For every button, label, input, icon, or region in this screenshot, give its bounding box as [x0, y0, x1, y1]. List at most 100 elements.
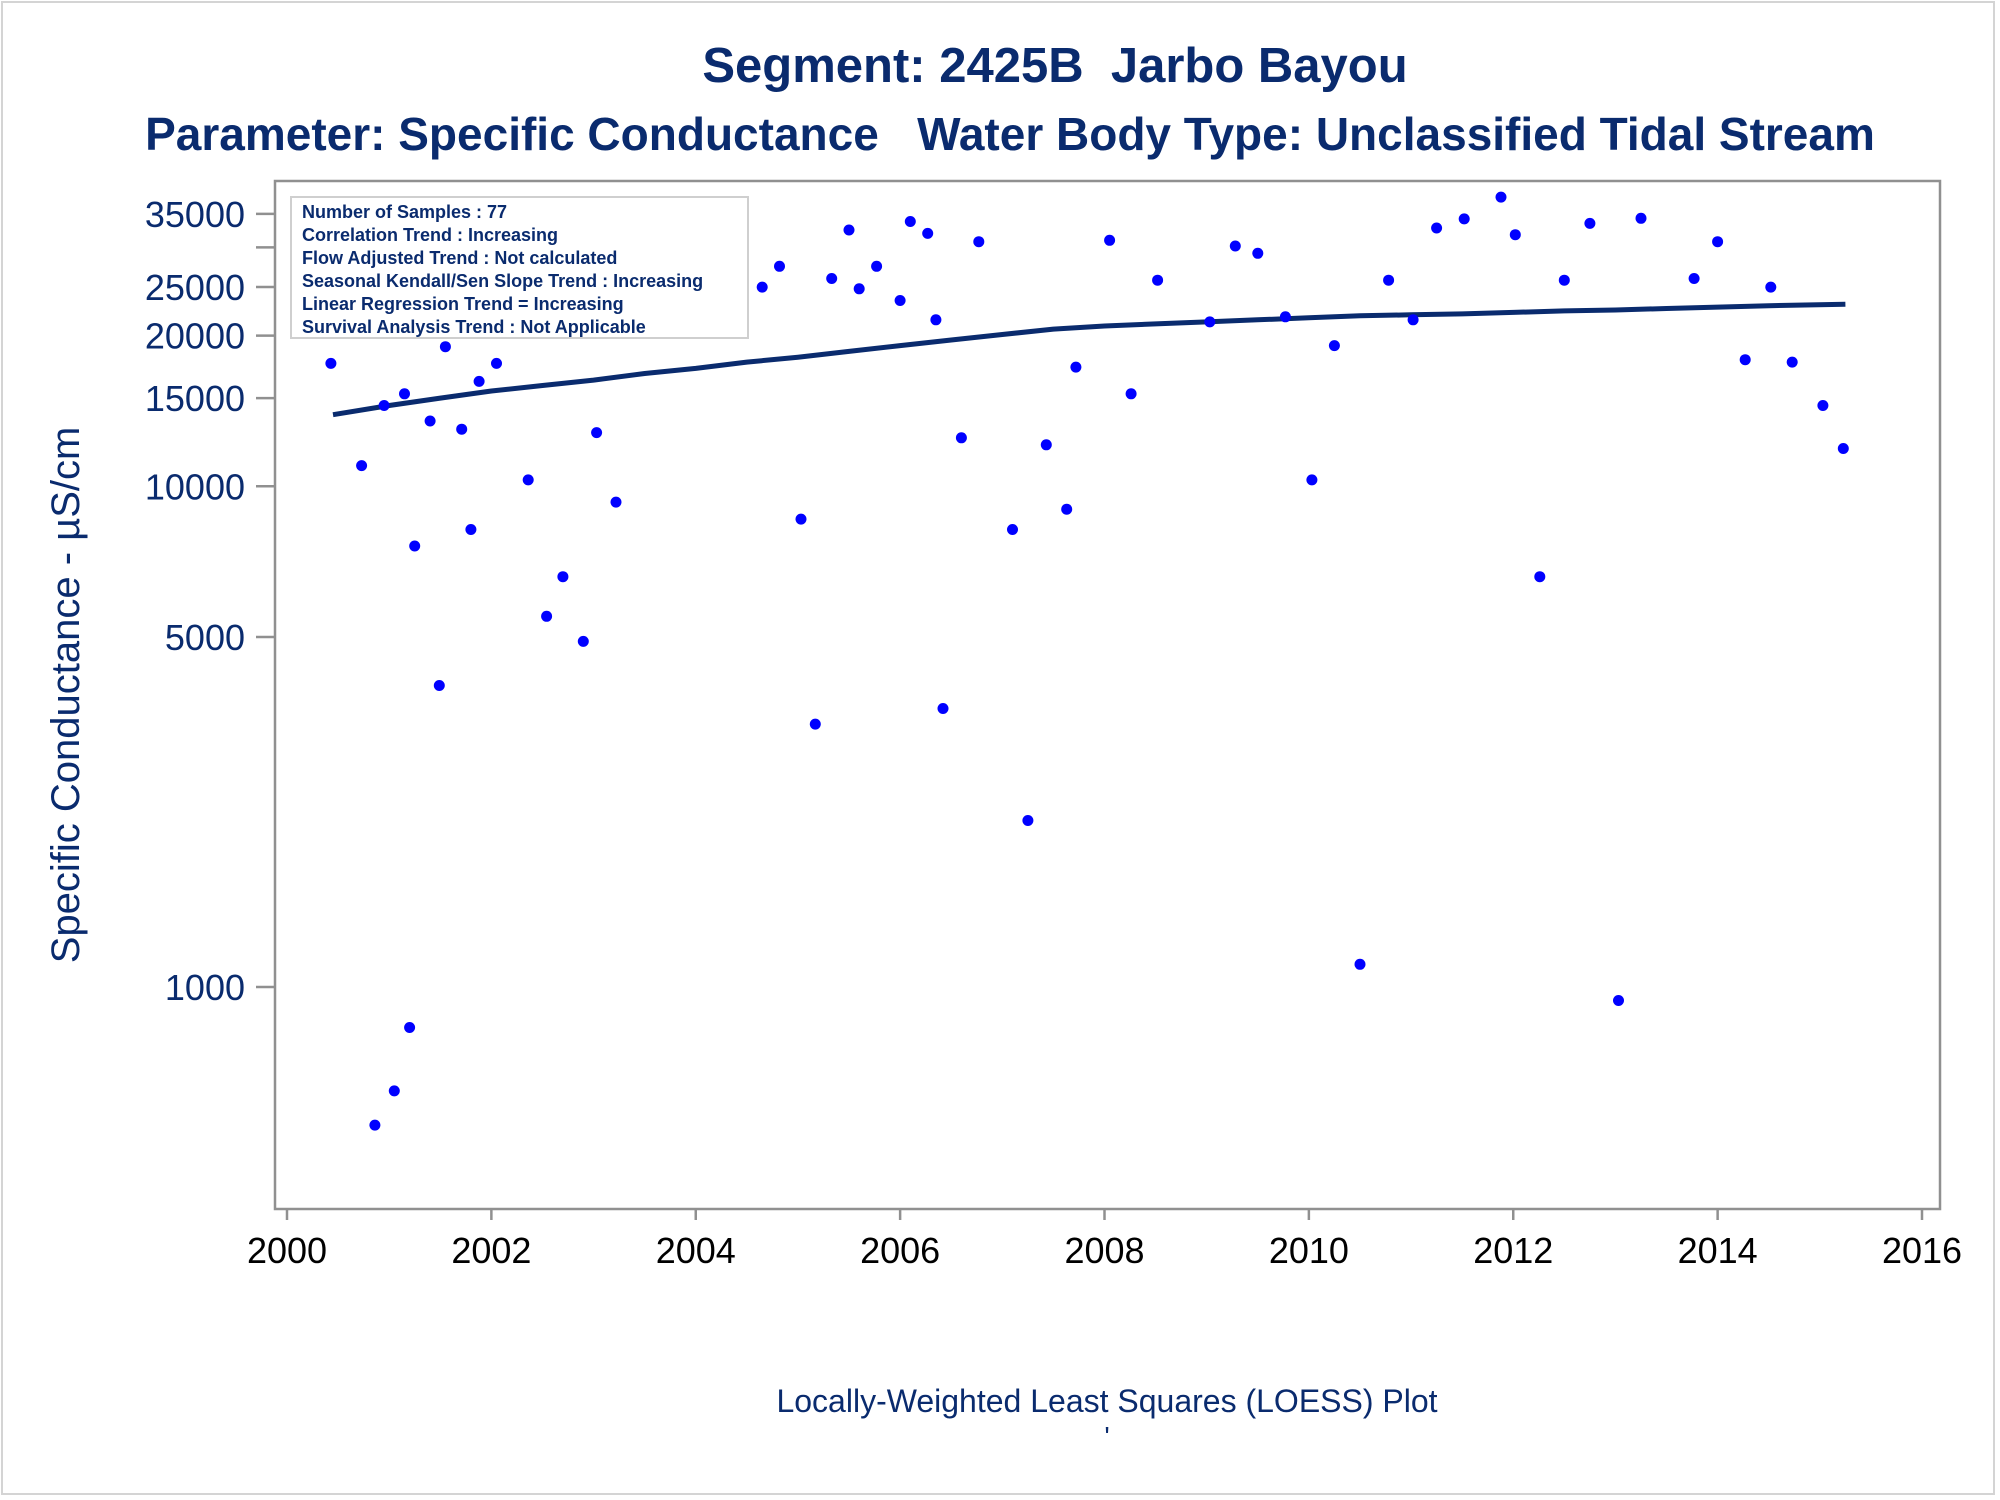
data-point — [904, 216, 916, 227]
data-point — [1584, 217, 1596, 229]
data-point — [491, 357, 502, 369]
data-point — [1407, 314, 1419, 326]
data-point — [922, 227, 934, 239]
data-point — [557, 571, 569, 583]
x-tick-label: 2016 — [1882, 1230, 1962, 1271]
data-point — [853, 283, 865, 295]
data-point — [1104, 234, 1116, 246]
loess-line — [332, 301, 1846, 418]
points-layer — [325, 191, 1849, 1131]
data-point — [577, 635, 589, 647]
data-point — [1070, 361, 1082, 373]
data-point — [465, 524, 477, 535]
legend-line: Correlation Trend : Increasing — [302, 225, 558, 245]
y-tick-label: 25000 — [145, 267, 245, 308]
y-tick-label: 35000 — [145, 194, 245, 235]
data-point — [522, 474, 534, 486]
x-tick-label: 2008 — [1064, 1230, 1144, 1271]
data-point — [1022, 815, 1034, 826]
data-point — [1204, 316, 1216, 328]
data-point — [1817, 400, 1829, 411]
data-point — [356, 460, 368, 472]
legend-line: Number of Samples : 77 — [302, 202, 507, 222]
chart-title: Segment: 2425B Jarbo Bayou — [702, 39, 1408, 93]
data-point — [1558, 274, 1570, 286]
data-point — [795, 513, 807, 525]
data-point — [325, 357, 337, 369]
data-point — [409, 540, 421, 552]
data-point — [1534, 571, 1546, 583]
data-point — [1383, 274, 1395, 286]
data-point — [456, 423, 468, 435]
y-tick-label: 10000 — [145, 466, 245, 507]
data-point — [1613, 995, 1624, 1006]
y-tick-label: 1000 — [165, 967, 245, 1008]
x-axis-label: Locally-Weighted Least Squares (LOESS) P… — [776, 1383, 1437, 1419]
x-tick-label: 2006 — [860, 1230, 940, 1271]
data-point — [433, 680, 445, 691]
y-tick-label: 5000 — [165, 617, 245, 658]
x-tick-label: 2004 — [656, 1230, 736, 1271]
data-point — [894, 295, 906, 306]
data-point — [937, 703, 949, 714]
data-point — [1306, 474, 1318, 486]
data-point — [378, 400, 390, 411]
data-point — [541, 610, 553, 622]
x-tick-label: 2000 — [247, 1230, 327, 1271]
data-point — [1688, 273, 1700, 284]
data-point — [1229, 240, 1241, 252]
data-point — [404, 1022, 416, 1033]
x-tick-label: 2012 — [1473, 1230, 1553, 1271]
data-point — [1252, 247, 1264, 259]
x-tick-label: 2002 — [451, 1230, 531, 1271]
data-point — [1007, 524, 1018, 535]
data-point — [774, 260, 785, 272]
data-point — [1328, 340, 1340, 352]
data-point — [1458, 213, 1470, 225]
legend-line: Linear Regression Trend = Increasing — [302, 294, 624, 314]
data-point — [843, 224, 855, 236]
legend: Number of Samples : 77 Correlation Trend … — [290, 196, 749, 339]
data-point — [1152, 274, 1164, 286]
data-point — [809, 718, 821, 730]
y-tick-label: 20000 — [145, 316, 245, 357]
data-point — [756, 281, 768, 293]
legend-line: Flow Adjusted Trend : Not calculated — [302, 248, 617, 268]
data-point — [1040, 439, 1052, 451]
data-point — [1712, 236, 1724, 248]
data-point — [424, 415, 436, 427]
footnote: ' — [1104, 1421, 1109, 1452]
x-tick-label: 2010 — [1269, 1230, 1349, 1271]
data-point — [930, 314, 942, 326]
data-point — [1061, 503, 1073, 515]
x-tick-label: 2014 — [1678, 1230, 1758, 1271]
data-point — [871, 260, 883, 272]
data-point — [1279, 311, 1291, 323]
data-point — [955, 432, 967, 444]
y-axis-label: Specific Conductance - µS/cm — [44, 427, 88, 964]
data-point — [1765, 281, 1777, 293]
data-point — [369, 1119, 381, 1131]
data-point — [610, 496, 622, 508]
chart-subtitle: Parameter: Specific Conductance Water Bo… — [145, 108, 1875, 160]
legend-box — [290, 196, 749, 339]
data-point — [1635, 212, 1647, 224]
data-point — [1354, 958, 1366, 970]
data-point — [826, 273, 838, 284]
data-point — [1739, 354, 1751, 366]
data-point — [1837, 443, 1849, 454]
data-point — [439, 341, 451, 353]
data-point — [473, 375, 485, 387]
loess-layer — [332, 301, 1846, 418]
data-point — [1509, 229, 1521, 241]
data-point — [1495, 191, 1507, 203]
legend-line: Survival Analysis Trend : Not Applicable — [302, 317, 646, 337]
data-point — [399, 388, 410, 400]
data-point — [388, 1085, 400, 1097]
y-tick-label: 15000 — [145, 378, 245, 419]
data-point — [591, 427, 603, 439]
axes-layer: 2000 2002 2004 2006 2008 2010 2012 2014 2016 1000… — [145, 194, 1962, 1271]
data-point — [1125, 388, 1137, 400]
